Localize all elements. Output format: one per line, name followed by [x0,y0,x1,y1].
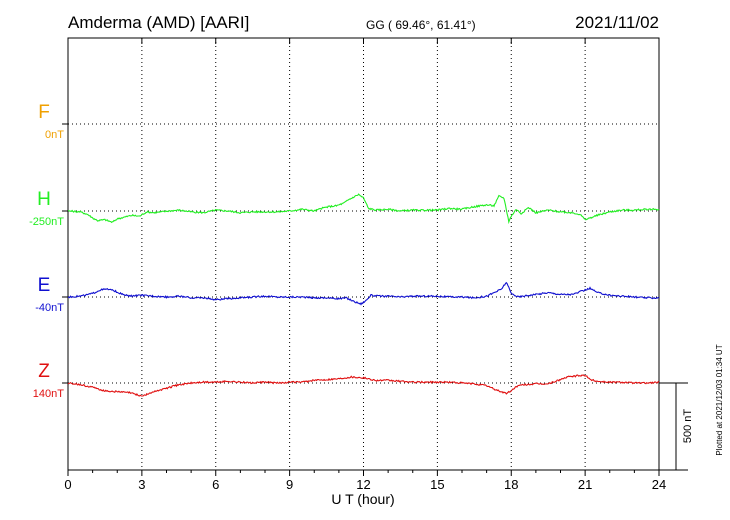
x-tick-label: 3 [138,477,145,492]
x-axis-ticks: 0 3 6 9 12 15 18 21 24 [62,38,666,492]
x-tick-label: 12 [356,477,370,492]
channel-baseline-z: 140nT [33,388,64,400]
x-tick-label: 6 [212,477,219,492]
trace-z [67,374,660,397]
x-tick-label: 15 [430,477,444,492]
x-tick-label: 9 [286,477,293,492]
scale-bar-label: 500 nT [682,409,694,444]
channel-baseline-h: -250nT [29,216,64,228]
x-tick-label: 24 [652,477,666,492]
x-axis-label: U T (hour) [331,491,394,507]
station-title: Amderma (AMD) [AARI] [68,13,249,32]
trace-h [68,193,660,225]
trace-e [67,281,660,306]
x-tick-label: 21 [578,477,592,492]
scale-bar: 500 nT [659,382,694,471]
channel-name-f: F [38,102,50,123]
plot-grid [68,38,659,470]
data-traces [67,193,660,397]
date-label: 2021/11/02 [575,13,659,32]
x-tick-label: 18 [504,477,518,492]
channel-name-h: H [37,189,51,210]
x-tick-label: 0 [64,477,71,492]
channel-name-z: Z [38,361,50,382]
channel-baseline-f: 0nT [45,129,64,141]
coordinates-label: GG ( 69.46°, 61.41°) [366,18,476,32]
channel-baseline-e: -40nT [35,302,64,314]
channel-labels: F 0nT H -250nT E -40nT Z 140nT [29,102,64,400]
plotted-timestamp: Plotted at 2021/12/03 01:34 UT [715,344,724,455]
channel-name-e: E [38,275,51,296]
